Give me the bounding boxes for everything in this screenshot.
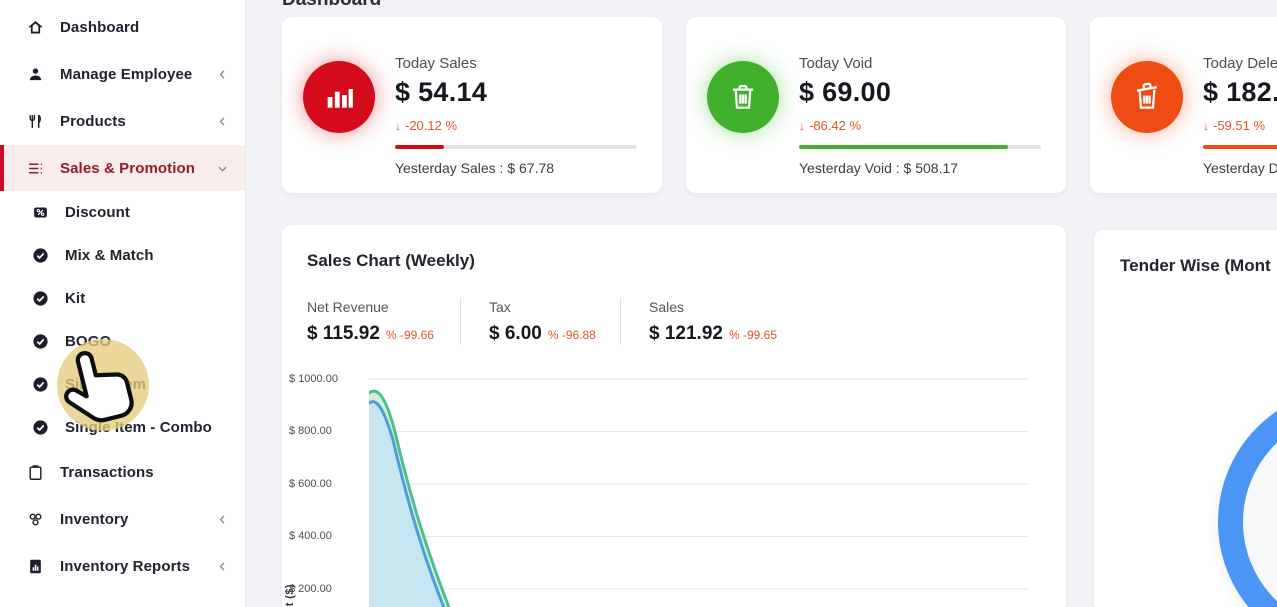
percent-badge-icon [31,204,49,222]
stat-card-today-deleted: Today Dele $ 182. ↓ -59.51 % Yesterday D [1090,17,1277,193]
sales-chart-stats: Net Revenue $ 115.92% -99.66 Tax $ 6.00%… [307,299,810,345]
sidebar-item-products[interactable]: Products [0,98,245,145]
badge-check-icon [31,376,49,394]
badge-check-icon [31,419,49,437]
progress-bar-fill [1203,145,1277,149]
sidebar-item-mix-match[interactable]: Mix & Match [0,234,245,277]
sidebar-item-label: Customer [60,605,131,607]
stat-title: Today Dele [1203,55,1277,72]
sidebar-item-sales-promotion[interactable]: Sales & Promotion [0,145,245,191]
progress-bar [1203,145,1277,149]
sidebar-item-label: Kit [65,290,86,307]
sidebar-item-label: Dashboard [60,19,140,36]
stat-card-today-sales: Today Sales $ 54.14 ↓ -20.12 % Yesterday … [282,17,662,193]
sidebar-item-label: Inventory Reports [60,558,191,575]
stat-card-today-void: Today Void $ 69.00 ↓ -86.42 % Yesterday V… [686,17,1066,193]
trash-icon [1111,61,1183,133]
sidebar-item-label: Products [60,113,126,130]
stat-tax: Tax $ 6.00% -96.88 [460,299,620,345]
user-icon [26,66,44,84]
utensils-icon [26,113,44,131]
sidebar-item-label: Discount [65,204,130,221]
y-tick: $ 800.00 [289,425,332,437]
page-title: Dashboard [282,0,381,11]
chevron-left-icon [216,68,229,81]
arrow-down-icon: ↓ [799,119,805,133]
tender-donut-chart [1218,388,1277,607]
chevron-left-icon [216,560,229,573]
area-chart-plot [369,378,1029,607]
sidebar: Dashboard Manage Employee Products Sales… [0,0,246,607]
series-teal-line [369,389,451,607]
progress-bar-fill [395,145,444,149]
chevron-left-icon [216,115,229,128]
tender-wise-title: Tender Wise (Mont [1120,256,1271,275]
y-tick: $ 1000.00 [289,373,338,385]
progress-bar [799,145,1041,149]
y-tick: $ 600.00 [289,478,332,490]
sidebar-item-manage-employee[interactable]: Manage Employee [0,51,245,98]
file-chart-icon [26,558,44,576]
tender-wise-panel: Tender Wise (Mont [1094,230,1277,607]
stat-footer: Yesterday Void : $ 508.17 [799,160,959,176]
series-blue-line [369,400,446,607]
stat-change: ↓ -86.42 % [799,118,862,133]
sales-area-chart: Sales Amount ($) $ 1000.00 $ 800.00 $ 60… [282,372,1066,607]
sidebar-item-inventory[interactable]: Inventory [0,496,245,543]
stat-sales: Sales $ 121.92% -99.65 [620,299,810,345]
stat-net-revenue: Net Revenue $ 115.92% -99.66 [307,299,434,344]
stat-value: $ 182. [1203,77,1277,107]
home-icon [26,19,44,37]
sidebar-item-customer[interactable]: Customer [0,590,245,607]
badge-check-icon [31,290,49,308]
sidebar-item-kit[interactable]: Kit [0,277,245,320]
chevron-left-icon [216,513,229,526]
stat-title: Today Sales [395,55,477,72]
badge-check-icon [31,333,49,351]
trash-icon [707,61,779,133]
sales-chart-panel: Sales Chart (Weekly) Net Revenue $ 115.9… [282,225,1066,607]
stat-footer: Yesterday Sales : $ 67.78 [395,160,555,176]
y-tick: $ 400.00 [289,530,332,542]
badge-check-icon [31,247,49,265]
chart-bars-icon [303,61,375,133]
sidebar-item-label: Sales & Promotion [60,159,196,177]
sidebar-item-transactions[interactable]: Transactions [0,449,245,496]
series-blue-area [369,401,444,607]
stat-value: $ 54.14 [395,77,488,107]
sidebar-item-label: Transactions [60,464,154,481]
arrow-down-icon: ↓ [1203,119,1209,133]
clipboard-icon [26,464,44,482]
sidebar-item-discount[interactable]: Discount [0,191,245,234]
hand-pointer-icon [64,351,134,423]
progress-bar [395,145,637,149]
sales-chart-title: Sales Chart (Weekly) [307,251,475,270]
sidebar-item-dashboard[interactable]: Dashboard [0,4,245,51]
stat-footer: Yesterday D [1203,160,1277,176]
stat-change: ↓ -59.51 % [1203,118,1266,133]
sliders-icon [26,159,44,177]
stat-value: $ 69.00 [799,77,892,107]
stat-title: Today Void [799,55,873,72]
arrow-down-icon: ↓ [395,119,401,133]
chevron-down-icon [216,162,229,175]
boxes-icon [26,511,44,529]
progress-bar-fill [799,145,1009,149]
sidebar-item-label: Manage Employee [60,66,193,83]
stat-change: ↓ -20.12 % [395,118,458,133]
sidebar-item-label: Inventory [60,511,129,528]
sidebar-item-label: Mix & Match [65,247,154,264]
sidebar-item-inventory-reports[interactable]: Inventory Reports [0,543,245,590]
y-tick: $ 200.00 [289,583,332,595]
